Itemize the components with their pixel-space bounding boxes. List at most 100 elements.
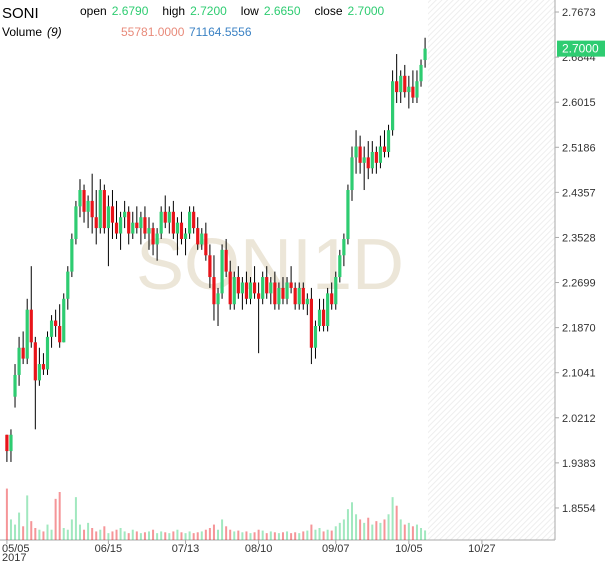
x-tick-label: 06/15: [95, 543, 123, 555]
candle-body: [123, 211, 127, 218]
candle-body: [118, 217, 123, 234]
candle-body: [9, 434, 13, 452]
volume-bar: [62, 528, 65, 540]
candle-body: [179, 222, 184, 239]
volume-bar: [50, 529, 53, 540]
candle-body: [204, 233, 208, 256]
candle-body: [135, 222, 139, 229]
volume-bar: [180, 532, 183, 540]
volume-bar: [212, 524, 215, 540]
volume-bar: [99, 529, 102, 540]
candle-body: [196, 228, 200, 245]
year-label: 2017: [2, 552, 26, 564]
volume-bar: [265, 533, 268, 540]
candle-body: [192, 211, 196, 229]
volume-bar: [103, 526, 106, 540]
candle-body: [289, 282, 293, 288]
volume-bar: [318, 528, 321, 540]
candle-body: [78, 190, 82, 207]
y-tick-label: 2.6015: [562, 97, 596, 109]
last-price-box: [557, 40, 605, 57]
candle-body: [25, 309, 29, 359]
candle-body: [70, 238, 74, 272]
volume-value: 55781.0000: [121, 25, 185, 39]
candle-body: [305, 298, 309, 305]
volume-period: (9): [47, 25, 62, 39]
volume-bar: [95, 531, 98, 540]
volume-bar: [257, 529, 260, 540]
candle-body: [155, 233, 159, 245]
volume-bar: [46, 524, 49, 540]
volume-bar: [135, 531, 138, 540]
volume-bar: [148, 531, 151, 540]
volume-bar: [70, 519, 73, 540]
volume-bar: [200, 531, 203, 540]
x-tick-label: 10/27: [468, 543, 496, 555]
candle-body: [228, 271, 232, 305]
volume-bar: [375, 521, 378, 540]
volume-bar: [241, 532, 244, 540]
candle-body: [342, 238, 346, 256]
candle-body: [395, 81, 399, 93]
volume-bar: [204, 529, 207, 540]
volume-bar: [143, 532, 146, 540]
candle-body: [313, 325, 318, 348]
candle-body: [240, 282, 244, 294]
candle-body: [386, 130, 391, 152]
volume-bar: [188, 531, 191, 540]
candle-body: [212, 277, 216, 305]
candle-body: [13, 374, 17, 397]
volume-bar: [107, 533, 110, 540]
candle-body: [293, 287, 297, 305]
symbol: SONI: [2, 5, 39, 22]
candle-body: [366, 157, 370, 169]
volume-bar: [131, 529, 134, 540]
volume-bar: [160, 531, 163, 540]
volume-bar: [91, 528, 94, 540]
candle-body: [236, 277, 240, 294]
candle-body: [330, 293, 334, 305]
volume-bar: [269, 531, 272, 540]
candle-body: [391, 81, 395, 131]
volume-bar: [359, 519, 362, 540]
volume-bar: [18, 512, 21, 540]
candle-body: [74, 206, 78, 239]
header-value: 2.7200: [190, 4, 227, 18]
candle-body: [41, 364, 46, 370]
candle-body: [269, 282, 273, 294]
candle-body: [374, 151, 378, 163]
volume-bar: [152, 529, 155, 540]
candle-body: [45, 336, 50, 370]
y-tick-label: 2.1870: [562, 323, 596, 335]
candle-body: [143, 217, 147, 234]
candle-body: [415, 81, 419, 98]
volume-bar: [424, 530, 427, 540]
y-tick-label: 1.8554: [562, 503, 596, 515]
header-value: 2.6790: [112, 4, 149, 18]
y-tick-label: 2.7673: [562, 7, 596, 19]
volume-bar: [233, 531, 236, 540]
candle-body: [183, 233, 188, 239]
candle-body: [159, 211, 163, 234]
volume-bar: [119, 528, 122, 540]
candle-body: [224, 249, 228, 272]
candle-body: [378, 146, 383, 163]
candle-body: [82, 190, 86, 212]
volume-bar: [379, 522, 382, 540]
volume-bar: [391, 497, 394, 540]
candle-body: [37, 364, 41, 381]
candle-body: [54, 320, 58, 326]
volume-bar: [253, 532, 256, 540]
future-area: [428, 0, 555, 540]
candle-body: [277, 287, 281, 305]
candle-body: [21, 347, 25, 359]
volume-bar: [334, 526, 337, 540]
volume-bar: [371, 524, 374, 540]
candle-body: [175, 222, 180, 234]
candle-body: [370, 151, 374, 169]
volume-bar: [225, 526, 228, 540]
y-tick-label: 2.0212: [562, 413, 596, 425]
volume-bar: [176, 529, 179, 540]
candle-body: [423, 48, 427, 61]
